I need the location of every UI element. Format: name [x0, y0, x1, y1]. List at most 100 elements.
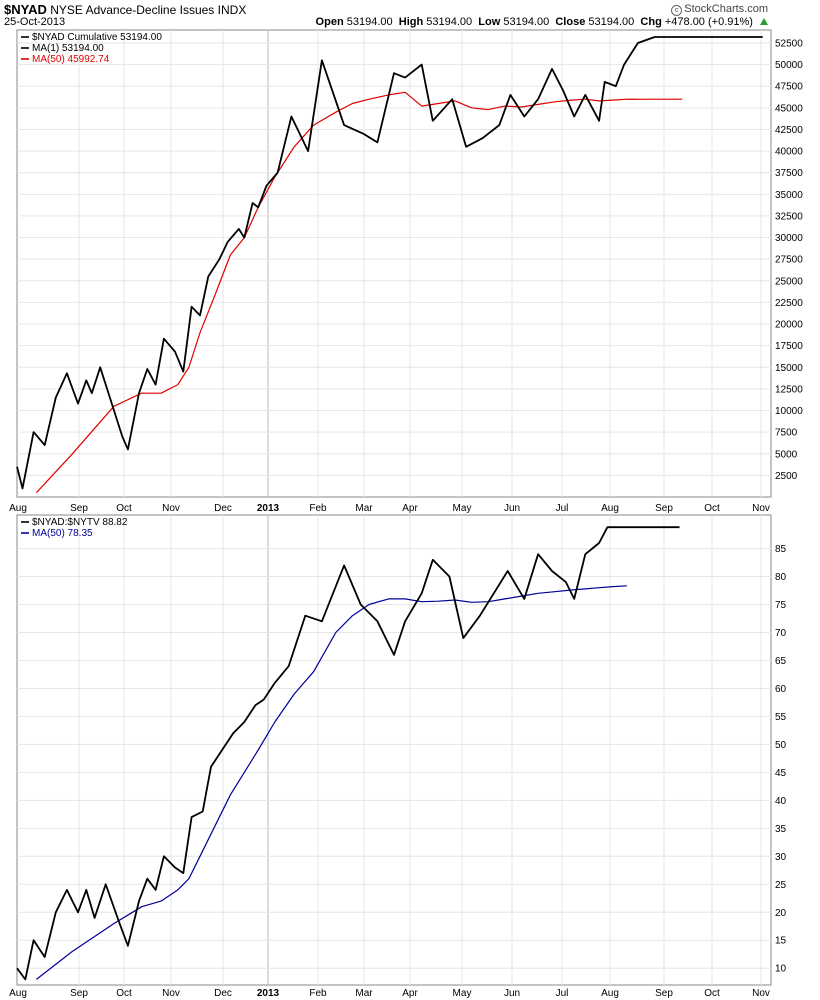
top-xtick-label: Aug — [601, 503, 619, 514]
bottom-xtick-label: Aug — [9, 988, 27, 999]
top-xtick-label: Oct — [116, 503, 132, 514]
bottom-ytick-label: 30 — [775, 852, 787, 863]
bottom-xtick-label: Jun — [504, 988, 520, 999]
top-ytick-label: 7500 — [775, 428, 798, 439]
credit-text: StockCharts.com — [684, 3, 768, 15]
bottom-ytick-label: 50 — [775, 740, 787, 751]
ohlc-readout: Open 53194.00 High 53194.00 Low 53194.00… — [316, 16, 768, 28]
top-ytick-label: 45000 — [775, 103, 803, 114]
bottom-series-ma50-line — [36, 585, 627, 980]
low-value: 53194.00 — [503, 16, 550, 28]
top-xtick-label: Feb — [309, 503, 327, 514]
bottom-ytick-label: 75 — [775, 600, 787, 611]
bottom-legend-label: $NYAD:$NYTV 88.82 — [32, 517, 128, 528]
bottom-xtick-label: Sep — [70, 988, 88, 999]
chg-label: Chg — [640, 16, 662, 28]
top-ytick-label: 20000 — [775, 320, 803, 331]
top-ytick-label: 50000 — [775, 60, 803, 71]
top-ytick-label: 17500 — [775, 341, 803, 352]
up-arrow-icon — [760, 18, 768, 25]
top-xtick-label: Oct — [704, 503, 720, 514]
bottom-ytick-label: 15 — [775, 936, 787, 947]
top-ytick-label: 12500 — [775, 384, 803, 395]
high-label: High — [398, 16, 424, 28]
symbol-label: $NYAD — [4, 2, 47, 17]
bottom-xtick-label: Nov — [752, 988, 770, 999]
open-value: 53194.00 — [346, 16, 393, 28]
bottom-xtick-label: Apr — [402, 988, 418, 999]
top-xtick-label: 2013 — [257, 503, 280, 514]
bottom-ytick-label: 60 — [775, 684, 787, 695]
top-ytick-label: 10000 — [775, 406, 803, 417]
bottom-ytick-label: 20 — [775, 908, 787, 919]
bottom-xtick-label: Sep — [655, 988, 673, 999]
bottom-xtick-label: Aug — [601, 988, 619, 999]
top-legend-label: MA(50) 45992.74 — [32, 54, 110, 65]
top-ytick-label: 32500 — [775, 211, 803, 222]
top-ytick-label: 37500 — [775, 168, 803, 179]
top-ytick-label: 42500 — [775, 125, 803, 136]
top-ytick-label: 52500 — [775, 38, 803, 49]
low-label: Low — [478, 16, 501, 28]
top-xtick-label: Mar — [355, 503, 373, 514]
bottom-xtick-label: Nov — [162, 988, 180, 999]
top-xtick-label: Sep — [655, 503, 673, 514]
top-series-ma50-line — [35, 91, 683, 494]
top-ytick-label: 35000 — [775, 190, 803, 201]
bottom-ytick-label: 55 — [775, 712, 787, 723]
bottom-ytick-label: 25 — [775, 880, 787, 891]
top-ytick-label: 40000 — [775, 147, 803, 158]
open-label: Open — [315, 16, 344, 28]
top-legend-label: MA(1) 53194.00 — [32, 43, 104, 54]
bottom-ytick-label: 85 — [775, 544, 787, 555]
high-value: 53194.00 — [426, 16, 473, 28]
top-ytick-label: 2500 — [775, 471, 798, 482]
top-ytick-label: 22500 — [775, 298, 803, 309]
bottom-plot-frame — [16, 514, 772, 986]
close-value: 53194.00 — [588, 16, 635, 28]
copyright-icon: c — [671, 5, 683, 16]
bottom-ytick-label: 80 — [775, 572, 787, 583]
top-ytick-label: 27500 — [775, 255, 803, 266]
top-xtick-label: Sep — [70, 503, 88, 514]
bottom-ytick-label: 35 — [775, 824, 787, 835]
bottom-xtick-label: Jul — [556, 988, 569, 999]
instrument-name: NYSE Advance-Decline Issues — [50, 3, 215, 17]
bottom-xtick-label: Dec — [214, 988, 232, 999]
bottom-xtick-label: Oct — [704, 988, 720, 999]
bottom-xtick-label: Oct — [116, 988, 132, 999]
bottom-ytick-label: 10 — [775, 964, 787, 975]
top-xtick-label: Nov — [752, 503, 770, 514]
bottom-xtick-label: 2013 — [257, 988, 280, 999]
top-xtick-label: Dec — [214, 503, 232, 514]
top-xtick-label: Nov — [162, 503, 180, 514]
top-xtick-label: May — [453, 503, 472, 514]
exchange-label: INDX — [217, 3, 247, 17]
bottom-ytick-label: 40 — [775, 796, 787, 807]
top-xtick-label: Apr — [402, 503, 418, 514]
bottom-ytick-label: 45 — [775, 768, 787, 779]
chg-value: +478.00 (+0.91%) — [664, 16, 753, 28]
top-ytick-label: 47500 — [775, 82, 803, 93]
top-ytick-label: 25000 — [775, 276, 803, 287]
bottom-ytick-label: 70 — [775, 628, 787, 639]
close-label: Close — [555, 16, 586, 28]
bottom-ytick-label: 65 — [775, 656, 787, 667]
bottom-xtick-label: Mar — [355, 988, 373, 999]
chart-date: 25-Oct-2013 — [4, 16, 66, 28]
bottom-xtick-label: Feb — [309, 988, 327, 999]
top-xtick-label: Jun — [504, 503, 520, 514]
chart-title: $NYAD NYSE Advance-Decline Issues INDX — [4, 2, 246, 17]
top-plot-frame — [16, 29, 772, 498]
top-ytick-label: 30000 — [775, 233, 803, 244]
bottom-series-price-line — [16, 526, 680, 981]
top-xtick-label: Aug — [9, 503, 27, 514]
bottom-xtick-label: May — [453, 988, 472, 999]
credit-label: c StockCharts.com — [671, 3, 768, 16]
bottom-legend-label: MA(50) 78.35 — [32, 528, 93, 539]
top-series-price-line — [16, 36, 763, 490]
top-legend-label: $NYAD Cumulative 53194.00 — [32, 32, 162, 43]
top-xtick-label: Jul — [556, 503, 569, 514]
top-ytick-label: 5000 — [775, 449, 798, 460]
